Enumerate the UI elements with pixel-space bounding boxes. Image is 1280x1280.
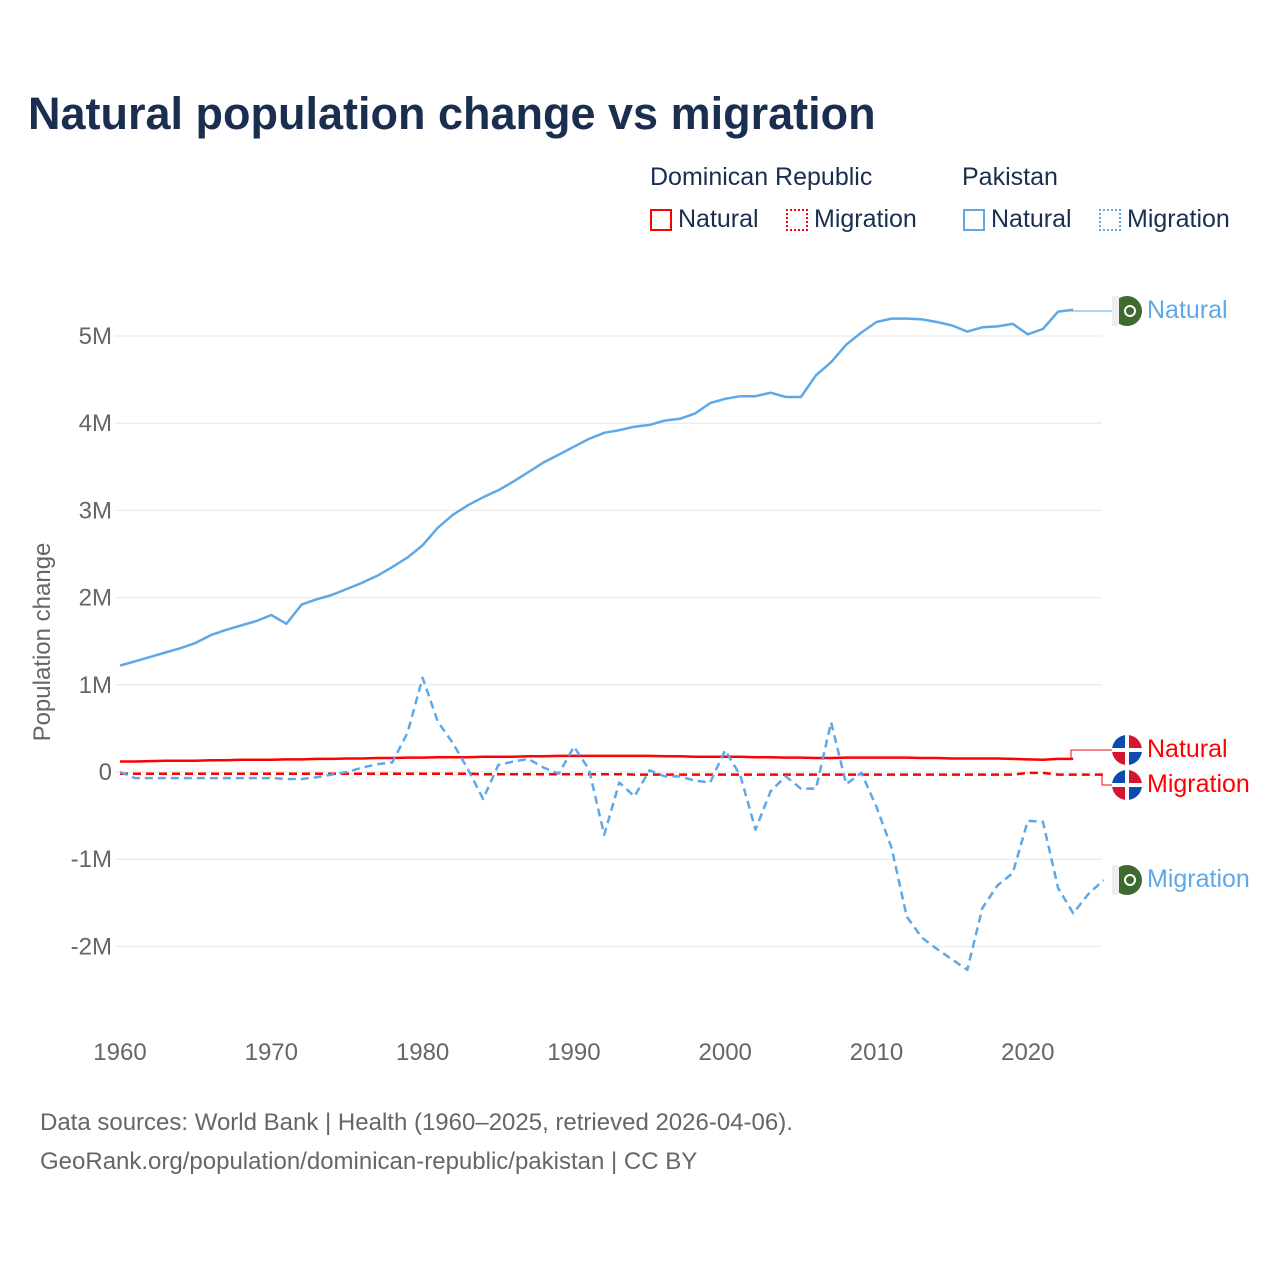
legend-swatch bbox=[786, 208, 808, 231]
legend-label: Natural bbox=[991, 205, 1072, 233]
legend-pk-natural[interactable]: Natural bbox=[963, 205, 1072, 234]
x-tick-label: 1960 bbox=[93, 1039, 146, 1066]
dominican-republic-flag-icon bbox=[1112, 735, 1142, 765]
legend-swatch bbox=[1099, 208, 1121, 231]
legend-label: Migration bbox=[814, 205, 917, 233]
footer-sources: Data sources: World Bank | Health (1960–… bbox=[40, 1109, 793, 1136]
plot-area: 5M 4M 3M 2M 1M 0 -1M -2M 1960 1970 1980 1990 2000 201… bbox=[29, 296, 1250, 1066]
x-tick-label: 2000 bbox=[699, 1039, 752, 1066]
x-tick-label: 1970 bbox=[245, 1039, 298, 1066]
x-tick-label: 1980 bbox=[396, 1039, 449, 1066]
legend-group-pakistan: Pakistan bbox=[962, 163, 1058, 191]
footer-link[interactable]: GeoRank.org/population/dominican-republi… bbox=[40, 1148, 698, 1175]
end-label-pk-natural: Natural bbox=[1071, 296, 1228, 326]
x-tick-label: 1990 bbox=[547, 1039, 600, 1066]
series-line-dominican-republic-natural bbox=[120, 754, 1074, 763]
svg-text:Migration: Migration bbox=[1147, 865, 1250, 893]
end-label-pk-migration: Migration bbox=[1112, 865, 1250, 895]
end-label-dr-natural: Natural bbox=[1070, 735, 1228, 765]
legend-dr-migration[interactable]: Migration bbox=[786, 205, 917, 234]
series-line-pakistan-migration bbox=[119, 676, 1105, 972]
y-tick-label: 3M bbox=[79, 497, 112, 524]
pakistan-flag-icon bbox=[1112, 865, 1142, 895]
y-tick-label: 4M bbox=[79, 410, 112, 437]
legend-swatch bbox=[650, 208, 672, 231]
series-line-dominican-republic-migration bbox=[120, 771, 1104, 776]
series-line-pakistan-natural bbox=[119, 308, 1074, 667]
legend-label: Natural bbox=[678, 205, 759, 233]
y-axis-label: Population change bbox=[29, 543, 56, 742]
y-tick-label: 0 bbox=[99, 759, 112, 786]
legend-dr-natural[interactable]: Natural bbox=[650, 205, 759, 234]
x-tick-label: 2020 bbox=[1001, 1039, 1054, 1066]
svg-text:Migration: Migration bbox=[1147, 770, 1250, 798]
pakistan-flag-icon bbox=[1112, 296, 1142, 326]
end-label-dr-migration: Migration bbox=[1101, 770, 1250, 800]
y-tick-label: 5M bbox=[79, 323, 112, 350]
chart-title: Natural population change vs migration bbox=[28, 88, 876, 139]
legend-group-dominican-republic: Dominican Republic bbox=[650, 163, 873, 191]
x-tick-label: 2010 bbox=[850, 1039, 903, 1066]
legend-pk-migration[interactable]: Migration bbox=[1099, 205, 1230, 234]
y-tick-label: -1M bbox=[71, 846, 112, 873]
y-tick-label: 2M bbox=[79, 585, 112, 612]
svg-text:Natural: Natural bbox=[1147, 296, 1228, 324]
svg-text:Natural: Natural bbox=[1147, 735, 1228, 763]
dominican-republic-flag-icon bbox=[1112, 770, 1142, 800]
legend-label: Migration bbox=[1127, 205, 1230, 233]
y-tick-label: -2M bbox=[71, 933, 112, 960]
legend-swatch bbox=[963, 208, 985, 231]
y-tick-label: 1M bbox=[79, 672, 112, 699]
